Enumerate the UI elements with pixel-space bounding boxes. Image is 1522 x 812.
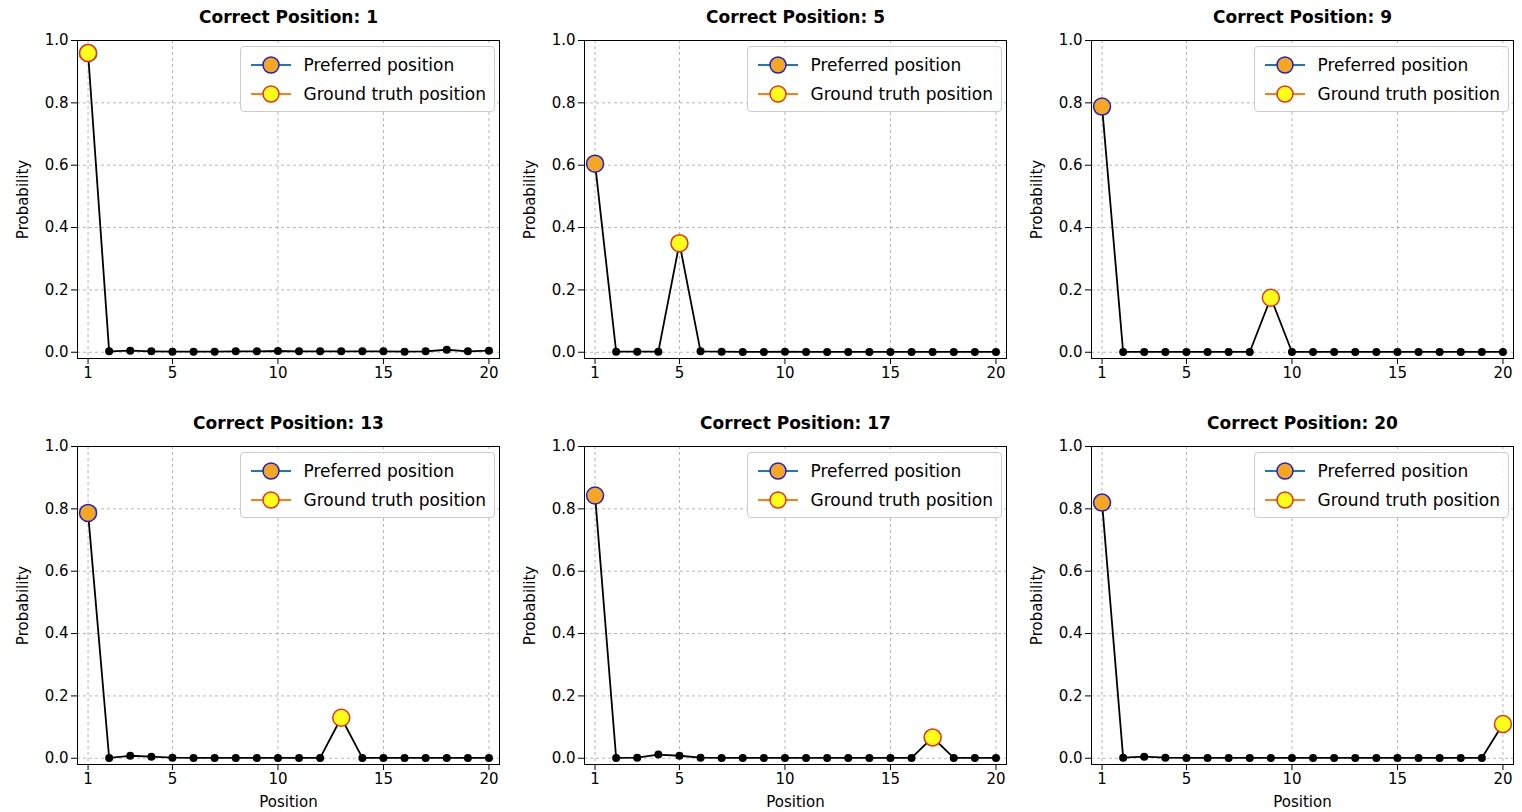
svg-text:10: 10 <box>268 364 287 382</box>
svg-text:0.6: 0.6 <box>552 156 576 174</box>
svg-text:1.0: 1.0 <box>45 32 69 49</box>
svg-text:15: 15 <box>374 770 393 788</box>
svg-text:Probability: Probability <box>521 566 539 645</box>
html-text:Ground truth position: Ground truth position <box>303 83 486 104</box>
svg-text:1.0: 1.0 <box>45 438 69 455</box>
svg-text:15: 15 <box>881 770 900 788</box>
html-text:Ground truth position: Ground truth position <box>1317 83 1500 104</box>
svg-text:1.0: 1.0 <box>552 438 576 455</box>
svg-text:Position: Position <box>259 793 317 811</box>
svg-text:0.8: 0.8 <box>1059 94 1083 112</box>
svg-text:20: 20 <box>986 770 1005 788</box>
html-text:Correct Position: 9: Correct Position: 9 <box>1213 7 1392 27</box>
svg-text:0.4: 0.4 <box>552 624 576 642</box>
html-text:Correct Position: 20: Correct Position: 20 <box>1207 413 1398 433</box>
svg-text:0.6: 0.6 <box>552 562 576 580</box>
html-text:Ground truth position: Ground truth position <box>810 83 993 104</box>
svg-text:Position: Position <box>1273 793 1331 811</box>
svg-text:0.8: 0.8 <box>1059 500 1083 518</box>
svg-text:20: 20 <box>1493 770 1512 788</box>
svg-text:20: 20 <box>479 364 498 382</box>
svg-text:Position: Position <box>766 793 824 811</box>
svg-text:0.8: 0.8 <box>45 500 69 518</box>
svg-text:Probability: Probability <box>521 160 539 239</box>
html-text:Preferred position: Preferred position <box>1317 54 1469 75</box>
svg-text:0.4: 0.4 <box>45 218 69 236</box>
svg-text:0.8: 0.8 <box>552 500 576 518</box>
svg-text:0.0: 0.0 <box>45 749 69 767</box>
svg-text:0.2: 0.2 <box>45 281 69 299</box>
svg-text:Probability: Probability <box>14 566 32 645</box>
svg-text:0.4: 0.4 <box>1059 218 1083 236</box>
svg-text:15: 15 <box>881 364 900 382</box>
html-text:Preferred position: Preferred position <box>1317 460 1469 481</box>
svg-text:15: 15 <box>1388 364 1407 382</box>
svg-text:20: 20 <box>986 364 1005 382</box>
html-text:Preferred position: Preferred position <box>810 54 962 75</box>
svg-text:0.6: 0.6 <box>45 156 69 174</box>
svg-text:5: 5 <box>1182 770 1192 788</box>
html-text:Correct Position: 1: Correct Position: 1 <box>199 7 378 27</box>
svg-text:5: 5 <box>675 770 685 788</box>
svg-text:1.0: 1.0 <box>552 32 576 49</box>
svg-text:0.0: 0.0 <box>1059 749 1083 767</box>
svg-text:0.0: 0.0 <box>552 343 576 361</box>
svg-text:0.6: 0.6 <box>45 562 69 580</box>
svg-text:5: 5 <box>168 770 178 788</box>
svg-text:1: 1 <box>83 770 93 788</box>
svg-text:Probability: Probability <box>1028 160 1046 239</box>
html-text:Correct Position: 5: Correct Position: 5 <box>706 7 885 27</box>
svg-text:0.0: 0.0 <box>45 343 69 361</box>
svg-text:0.4: 0.4 <box>1059 624 1083 642</box>
html-text:Preferred position: Preferred position <box>303 54 455 75</box>
svg-text:1: 1 <box>590 364 600 382</box>
svg-text:0.8: 0.8 <box>45 94 69 112</box>
svg-text:20: 20 <box>1493 364 1512 382</box>
svg-text:10: 10 <box>775 770 794 788</box>
svg-text:Probability: Probability <box>14 160 32 239</box>
svg-text:0.8: 0.8 <box>552 94 576 112</box>
svg-text:5: 5 <box>675 364 685 382</box>
svg-text:5: 5 <box>1182 364 1192 382</box>
html-text:Ground truth position: Ground truth position <box>810 489 993 510</box>
svg-text:20: 20 <box>479 770 498 788</box>
svg-text:0.6: 0.6 <box>1059 562 1083 580</box>
svg-text:1.0: 1.0 <box>1059 32 1083 49</box>
svg-text:1.0: 1.0 <box>1059 438 1083 455</box>
svg-text:0.0: 0.0 <box>1059 343 1083 361</box>
svg-text:10: 10 <box>775 364 794 382</box>
svg-text:1: 1 <box>1097 364 1107 382</box>
html-text:Preferred position: Preferred position <box>810 460 962 481</box>
html-text:Preferred position: Preferred position <box>303 460 455 481</box>
html-text:Ground truth position: Ground truth position <box>303 489 486 510</box>
svg-text:0.2: 0.2 <box>552 687 576 705</box>
svg-text:15: 15 <box>1388 770 1407 788</box>
svg-text:0.6: 0.6 <box>1059 156 1083 174</box>
html-text:Correct Position: 17: Correct Position: 17 <box>700 413 891 433</box>
svg-text:0.4: 0.4 <box>45 624 69 642</box>
svg-text:10: 10 <box>268 770 287 788</box>
svg-text:15: 15 <box>374 364 393 382</box>
svg-text:10: 10 <box>1282 364 1301 382</box>
svg-text:0.2: 0.2 <box>45 687 69 705</box>
svg-text:10: 10 <box>1282 770 1301 788</box>
svg-text:0.2: 0.2 <box>1059 687 1083 705</box>
svg-text:1: 1 <box>83 364 93 382</box>
svg-text:1: 1 <box>590 770 600 788</box>
svg-text:0.4: 0.4 <box>552 218 576 236</box>
svg-text:Probability: Probability <box>1028 566 1046 645</box>
svg-text:5: 5 <box>168 364 178 382</box>
svg-text:0.2: 0.2 <box>1059 281 1083 299</box>
html-text:Correct Position: 13: Correct Position: 13 <box>193 413 384 433</box>
svg-text:1: 1 <box>1097 770 1107 788</box>
svg-text:0.2: 0.2 <box>552 281 576 299</box>
svg-text:0.0: 0.0 <box>552 749 576 767</box>
html-text:Ground truth position: Ground truth position <box>1317 489 1500 510</box>
